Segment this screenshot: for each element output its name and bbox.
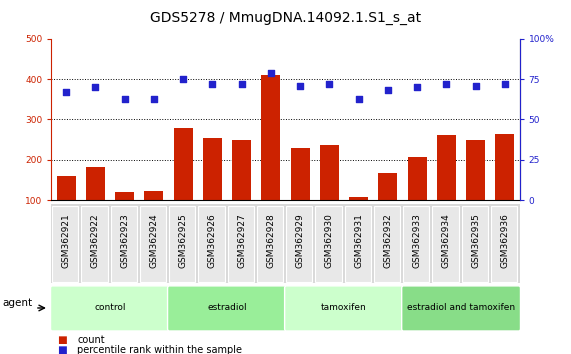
- FancyBboxPatch shape: [167, 286, 287, 331]
- FancyBboxPatch shape: [286, 206, 312, 282]
- FancyBboxPatch shape: [198, 206, 224, 282]
- Point: [266, 70, 275, 76]
- Text: GSM362932: GSM362932: [383, 213, 392, 268]
- Point: [413, 85, 422, 90]
- Point: [442, 81, 451, 87]
- Point: [120, 96, 129, 101]
- Text: GSM362922: GSM362922: [91, 213, 100, 268]
- Point: [354, 96, 363, 101]
- Point: [208, 81, 217, 87]
- FancyBboxPatch shape: [462, 206, 488, 282]
- FancyBboxPatch shape: [315, 206, 341, 282]
- Point: [149, 96, 158, 101]
- Bar: [349, 197, 368, 200]
- FancyBboxPatch shape: [111, 206, 137, 282]
- Bar: [174, 127, 192, 200]
- Point: [383, 88, 392, 93]
- Text: GDS5278 / MmugDNA.14092.1.S1_s_at: GDS5278 / MmugDNA.14092.1.S1_s_at: [150, 11, 421, 25]
- Bar: [57, 176, 75, 200]
- Text: GSM362929: GSM362929: [296, 213, 305, 268]
- Text: estradiol and tamoxifen: estradiol and tamoxifen: [407, 303, 515, 312]
- FancyBboxPatch shape: [401, 286, 521, 331]
- Text: count: count: [77, 335, 104, 345]
- FancyBboxPatch shape: [257, 206, 283, 282]
- Point: [325, 81, 334, 87]
- FancyBboxPatch shape: [432, 206, 459, 282]
- Point: [500, 81, 509, 87]
- Text: GSM362931: GSM362931: [354, 213, 363, 268]
- Text: GSM362930: GSM362930: [325, 213, 334, 268]
- Text: ■: ■: [57, 335, 67, 345]
- Text: GSM362926: GSM362926: [208, 213, 217, 268]
- Point: [91, 85, 100, 90]
- Point: [179, 76, 188, 82]
- FancyBboxPatch shape: [228, 206, 254, 282]
- Text: tamoxifen: tamoxifen: [321, 303, 367, 312]
- Text: estradiol: estradiol: [207, 303, 247, 312]
- Point: [237, 81, 246, 87]
- Text: control: control: [94, 303, 126, 312]
- Text: GSM362921: GSM362921: [62, 213, 71, 268]
- Bar: [203, 138, 222, 200]
- Bar: [466, 139, 485, 200]
- Bar: [320, 145, 339, 200]
- FancyBboxPatch shape: [345, 206, 371, 282]
- FancyBboxPatch shape: [50, 286, 170, 331]
- Text: GSM362933: GSM362933: [413, 213, 422, 268]
- Bar: [408, 157, 427, 200]
- Bar: [232, 139, 251, 200]
- Text: GSM362924: GSM362924: [149, 213, 158, 268]
- Text: percentile rank within the sample: percentile rank within the sample: [77, 345, 242, 354]
- Text: agent: agent: [3, 298, 33, 308]
- Text: GSM362925: GSM362925: [179, 213, 188, 268]
- Point: [296, 83, 305, 88]
- Point: [471, 83, 480, 88]
- Bar: [379, 173, 397, 200]
- Bar: [262, 75, 280, 200]
- FancyBboxPatch shape: [284, 286, 404, 331]
- FancyBboxPatch shape: [403, 206, 429, 282]
- FancyBboxPatch shape: [374, 206, 400, 282]
- Text: GSM362934: GSM362934: [442, 213, 451, 268]
- Point: [62, 89, 71, 95]
- Bar: [496, 133, 514, 200]
- FancyBboxPatch shape: [140, 206, 166, 282]
- FancyBboxPatch shape: [491, 206, 517, 282]
- Bar: [437, 135, 456, 200]
- Text: GSM362927: GSM362927: [237, 213, 246, 268]
- Text: GSM362923: GSM362923: [120, 213, 129, 268]
- Bar: [144, 191, 163, 200]
- Bar: [291, 148, 309, 200]
- Text: GSM362928: GSM362928: [266, 213, 275, 268]
- Bar: [86, 167, 105, 200]
- Text: GSM362935: GSM362935: [471, 213, 480, 268]
- Text: ■: ■: [57, 345, 67, 354]
- FancyBboxPatch shape: [81, 206, 107, 282]
- Bar: [115, 192, 134, 200]
- FancyBboxPatch shape: [169, 206, 195, 282]
- FancyBboxPatch shape: [52, 206, 78, 282]
- Text: GSM362936: GSM362936: [500, 213, 509, 268]
